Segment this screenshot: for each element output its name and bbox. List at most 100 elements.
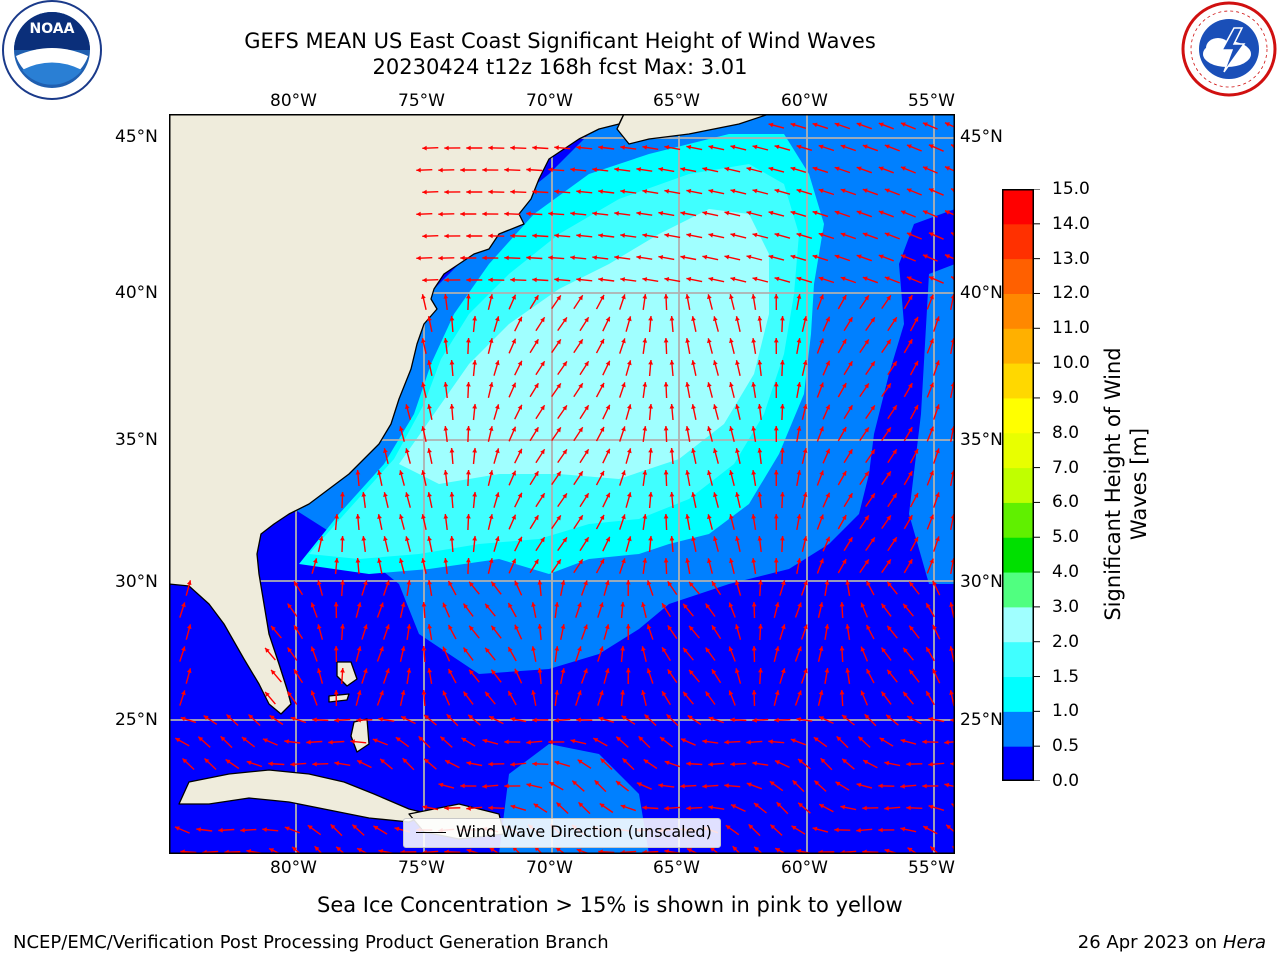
wave-direction-arrowhead — [781, 580, 786, 586]
wave-direction-arrowhead — [685, 470, 690, 475]
sea-ice-note: Sea Ice Concentration > 15% is shown in … — [317, 893, 903, 917]
wave-direction-arrowhead — [900, 166, 906, 171]
wave-direction-arrowhead — [818, 276, 824, 282]
wave-direction-arrowhead — [605, 360, 610, 366]
wave-direction-arrowhead — [886, 471, 891, 477]
wave-direction-arrowhead — [803, 624, 808, 630]
wave-direction-arrowhead — [878, 783, 883, 789]
wave-direction-arrowhead — [757, 360, 763, 365]
wave-direction-arrowhead — [584, 449, 589, 455]
wave-direction-arrowhead — [840, 144, 846, 150]
wave-direction-arrowhead — [664, 805, 669, 811]
wave-direction-arrowhead — [864, 427, 869, 433]
wave-direction-arrowhead — [577, 690, 582, 696]
wave-direction-arrowhead — [460, 255, 465, 261]
wave-direction-arrowhead — [373, 825, 379, 831]
wave-direction-arrowhead — [797, 646, 802, 652]
wave-direction-arrowhead — [864, 383, 869, 389]
wave-direction-arrowhead — [427, 668, 432, 673]
wave-direction-arrowhead — [768, 254, 774, 260]
wave-direction-arrowhead — [669, 492, 675, 497]
wave-direction-arrowhead — [641, 602, 646, 608]
wave-direction-arrowhead — [796, 276, 802, 282]
wave-direction-arrowhead — [399, 426, 404, 432]
wave-direction-arrowhead — [599, 382, 605, 388]
wave-direction-arrowhead — [812, 166, 818, 172]
wave-direction-arrowhead — [773, 514, 779, 519]
wave-direction-arrowhead — [537, 580, 543, 585]
wave-direction-arrowhead — [556, 427, 561, 433]
wave-direction-arrowhead — [731, 804, 736, 809]
wave-direction-arrowhead — [689, 581, 694, 587]
wave-direction-arrowhead — [686, 276, 692, 282]
title-line-2: 20230424 t12z 168h fcst Max: 3.01 — [372, 55, 748, 79]
colorbar-swatch — [1002, 641, 1034, 678]
wave-direction-arrowhead — [751, 558, 757, 563]
branch-credit: NCEP/EMC/Verification Post Processing Pr… — [13, 932, 609, 953]
wave-direction-arrowhead — [383, 536, 388, 541]
lat-label-left-40n: 40°N — [115, 283, 158, 303]
wave-direction-arrowhead — [406, 624, 412, 629]
wave-direction-arrowhead — [482, 255, 487, 261]
wave-direction-arrowhead — [641, 646, 646, 652]
wave-direction-arrowhead — [534, 471, 539, 477]
wave-direction-arrowhead — [399, 558, 404, 564]
wave-direction-arrowhead — [592, 211, 597, 216]
wave-direction-arrowhead — [818, 602, 824, 607]
wave-direction-arrowhead — [517, 448, 522, 454]
wave-direction-arrowhead — [548, 739, 553, 745]
wave-direction-arrowhead — [421, 514, 426, 519]
wave-direction-arrowhead — [248, 714, 254, 720]
wave-direction-arrowhead — [511, 382, 516, 388]
wave-direction-arrowhead — [578, 471, 583, 477]
wave-direction-arrowhead — [449, 448, 455, 453]
wave-direction-arrowhead — [686, 805, 691, 811]
wave-direction-arrowhead — [667, 625, 673, 631]
wave-direction-arrowhead — [646, 580, 652, 586]
wave-direction-arrowhead — [534, 515, 539, 521]
colorbar-swatch — [1002, 467, 1034, 503]
wave-direction-arrowhead — [707, 426, 712, 432]
wave-direction-arrowhead — [839, 646, 845, 651]
wave-direction-arrowhead — [909, 669, 914, 675]
wave-direction-arrowhead — [306, 739, 311, 745]
wave-direction-arrowhead — [532, 717, 537, 723]
wave-direction-arrowhead — [790, 166, 796, 172]
wave-direction-arrowhead — [504, 211, 509, 217]
wave-direction-arrowhead — [241, 737, 247, 742]
wave-direction-arrowhead — [735, 492, 740, 497]
wave-direction-arrowhead — [294, 625, 299, 631]
wave-direction-arrowhead — [757, 316, 763, 321]
wave-direction-arrowhead — [886, 515, 891, 521]
wave-direction-arrowhead — [355, 558, 361, 563]
wave-direction-arrowhead — [803, 580, 808, 586]
wave-direction-arrowhead — [510, 761, 515, 767]
wave-direction-arrowhead — [350, 739, 355, 744]
colorbar-frame — [1002, 189, 1034, 781]
wave-direction-arrowhead — [691, 316, 696, 321]
wave-direction-arrowhead — [856, 827, 861, 833]
wave-direction-arrowhead — [361, 536, 367, 541]
wave-direction-arrowhead — [735, 316, 740, 321]
wave-direction-arrowhead — [707, 294, 712, 300]
wave-direction-arrowhead — [773, 470, 779, 475]
wave-direction-arrowhead — [416, 255, 421, 261]
wave-direction-arrowhead — [886, 295, 891, 301]
wave-direction-arrowhead — [357, 760, 363, 765]
lon-label-top-60w: 60°W — [781, 91, 828, 111]
wave-direction-arrowhead — [562, 493, 567, 499]
wave-direction-arrowhead — [713, 492, 718, 498]
wave-direction-arrowhead — [262, 738, 268, 743]
wave-direction-arrowhead — [625, 580, 631, 585]
wave-direction-arrowhead — [438, 167, 443, 173]
wave-direction-arrowhead — [427, 316, 432, 321]
wave-direction-arrowhead — [752, 761, 758, 766]
wave-direction-arrowhead — [707, 382, 712, 388]
wave-direction-arrowhead — [768, 739, 773, 745]
wave-direction-arrowhead — [840, 188, 846, 194]
wave-direction-arrowhead — [730, 188, 736, 194]
wave-direction-arrowhead — [929, 382, 934, 388]
wave-direction-arrowhead — [284, 739, 289, 744]
wave-direction-arrowhead — [534, 427, 539, 433]
wave-direction-arrowhead — [599, 646, 604, 652]
